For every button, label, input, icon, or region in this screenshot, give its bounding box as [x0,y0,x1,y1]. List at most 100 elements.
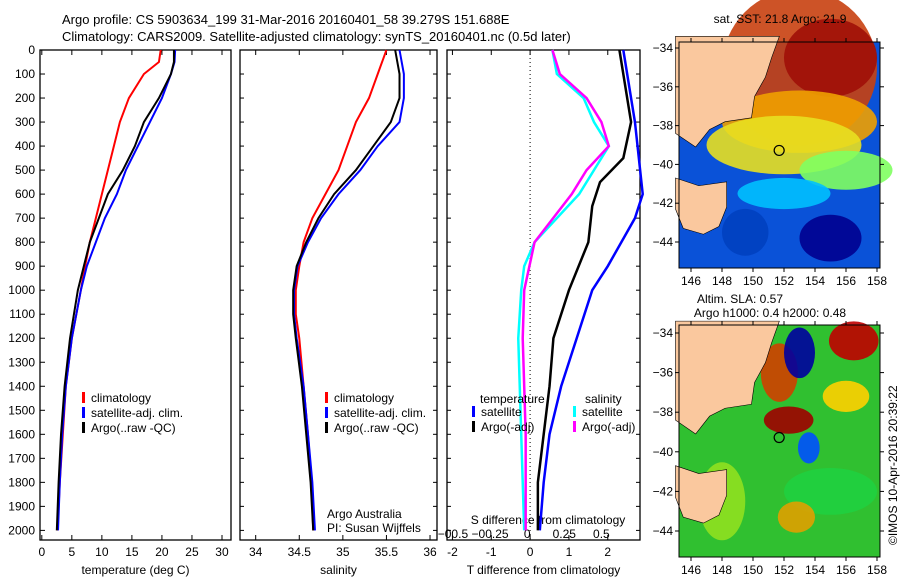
field-patch [797,432,820,464]
lon-tick-label: 156 [836,274,856,288]
x-tick-label: -2 [447,545,458,559]
panel-frame-difference [446,49,641,541]
legend-swatch [325,422,328,433]
x-tick-label: 34 [249,545,263,559]
y-tick-label: 700 [15,211,35,225]
lon-tick-label: 146 [681,274,701,288]
y-tick-label: 1400 [8,379,35,393]
y-tick-label: 300 [15,115,35,129]
lon-tick-label: 148 [712,274,732,288]
argo-position-marker [773,144,785,157]
sst-map [675,0,893,272]
credit-line-1: Argo Australia [327,507,402,521]
lat-tick-label: −44 [653,524,674,538]
lon-tick-label: 146 [681,563,701,577]
lat-tick-label: −36 [653,366,674,380]
legend-label: Argo(-adj) [481,420,534,434]
x-axis-label: T difference from climatology [467,563,621,577]
field-patch [828,321,879,361]
sst-map-title: sat. SST: 21.8 Argo: 21.9 [714,12,847,26]
lon-tick-label: 150 [743,274,763,288]
lon-tick-label: 148 [712,563,732,577]
x-axis-label: temperature (deg C) [81,563,189,577]
x-tick-label: 0 [38,545,45,559]
y-tick-label: 1000 [8,283,35,297]
y-tick-label: 1500 [8,403,35,417]
x-tick-label: 36 [423,545,437,559]
x-tick-label: 15 [125,545,139,559]
lon-tick-label: 154 [805,563,825,577]
lon-tick-label: 158 [867,563,887,577]
y-tick-label: 100 [15,67,35,81]
copyright: ©IMOS 10-Apr-2016 20:39:22 [886,385,900,545]
argo-position-marker [773,431,785,444]
lat-tick-label: −36 [653,80,674,94]
lat-tick-label: −44 [653,235,674,249]
legend-label: Argo(..raw -QC) [334,421,419,435]
y-tick-label: 800 [15,235,35,249]
series-line-satellite-adj-clim- [293,49,405,531]
y-tick-label: 1200 [8,331,35,345]
land-tasmania [675,177,727,235]
title-line-2: Climatology: CARS2009. Satellite-adjuste… [62,29,571,44]
y-tick-label: 2000 [8,523,35,537]
legend-label: Argo(..raw -QC) [91,421,176,435]
x-tick-label: 34.5 [288,545,312,559]
title-line-1: Argo profile: CS 5903634_199 31-Mar-2016… [62,12,510,27]
field-patch [784,468,877,515]
sla-map-title-2: Argo h1000: 0.4 h2000: 0.48 [694,306,846,320]
x-tick-label: 35.5 [375,545,399,559]
s-tick-label: −00.25 [472,527,509,541]
credit-line-2: PI: Susan Wijffels [327,521,421,535]
sla-map [675,320,884,561]
land-mainland [675,320,780,435]
x-tick-label: 30 [215,545,229,559]
legend-label: satellite-adj. clim. [91,406,183,420]
legend-label: satellite-adj. clim. [334,406,426,420]
field-patch [777,501,816,533]
s-axis-label: S difference from climatology [471,513,626,527]
legend-label: climatology [91,391,151,405]
field-patch [737,177,831,210]
x-tick-label: 1 [566,545,573,559]
land-mainland [675,36,780,148]
lon-tick-label: 150 [743,563,763,577]
lon-tick-label: 152 [774,563,794,577]
legend-swatch [573,406,576,417]
legend-swatch [82,422,85,433]
y-tick-label: 200 [15,91,35,105]
s-tick-label: 0.5 [593,527,610,541]
lat-tick-label: −42 [653,196,674,210]
legend-swatch [325,407,328,418]
lat-tick-label: −40 [653,445,674,459]
y-tick-label: 600 [15,187,35,201]
map-frame [678,41,881,269]
land-tasmania [675,465,727,524]
x-tick-label: 2 [604,545,611,559]
legend-swatch [82,392,85,403]
legend-title-salinity: salinity [585,392,622,406]
field-patch [822,380,870,412]
legend-swatch [325,392,328,403]
field-patch [799,214,862,262]
x-tick-label: -1 [486,545,497,559]
legend-swatch [472,421,475,432]
x-tick-label: 0 [527,545,534,559]
sla-map-title-1: Altim. SLA: 0.57 [697,292,783,306]
lat-tick-label: −34 [653,326,674,340]
field-patch [799,150,893,190]
lat-tick-label: −42 [653,484,674,498]
s-tick-label: −00.5 [438,527,469,541]
legend-label: Argo(-adj) [582,420,635,434]
s-tick-label: 0 [524,527,531,541]
x-tick-label: 5 [68,545,75,559]
x-tick-label: 35 [336,545,350,559]
y-tick-label: 1600 [8,427,35,441]
x-tick-label: 25 [185,545,199,559]
legend-swatch [82,407,85,418]
y-tick-label: 1900 [8,499,35,513]
series-line-t-argo-adj- [536,49,633,531]
field-patch [722,208,769,256]
